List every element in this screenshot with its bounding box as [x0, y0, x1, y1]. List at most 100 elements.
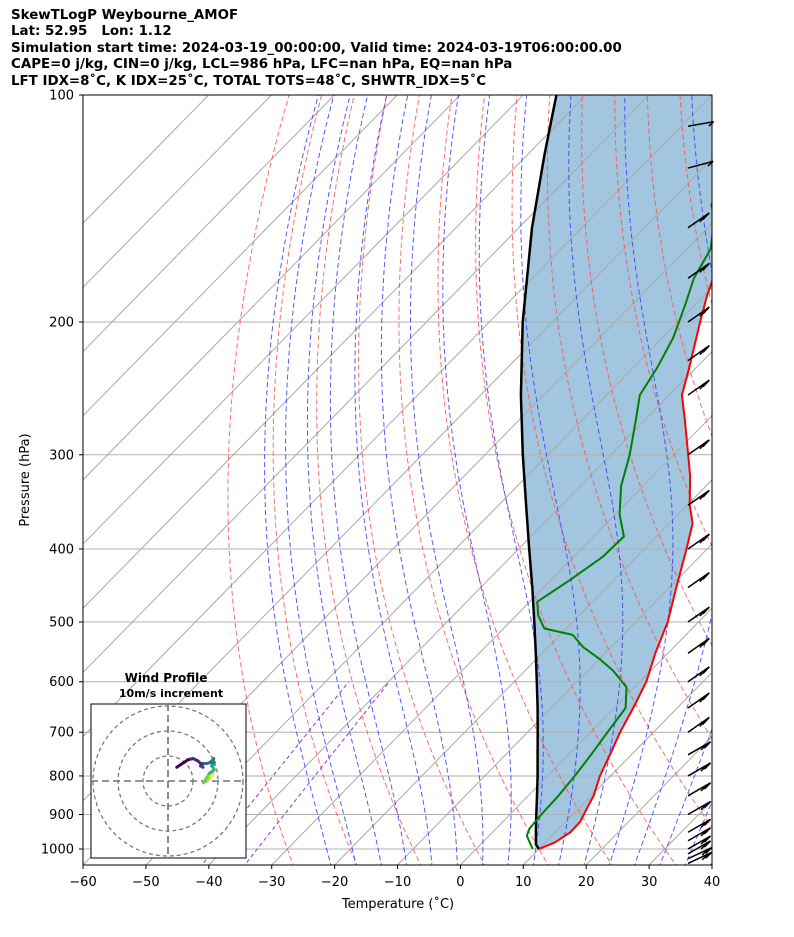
isotherm-line — [460, 607, 712, 865]
moist-adiabat-line — [659, 727, 712, 865]
wind-barb-flag — [700, 829, 708, 837]
wind-barb-flag — [702, 212, 710, 221]
moist-adiabat-line — [285, 95, 357, 865]
wind-barb-flag — [702, 379, 710, 388]
x-tick-label: −40 — [195, 875, 222, 890]
y-tick-label: 200 — [49, 315, 74, 330]
dry-adiabat-line — [398, 95, 549, 865]
x-tick-label: 0 — [456, 875, 464, 890]
y-tick-label: 900 — [49, 808, 74, 823]
wind-barb-flag — [700, 743, 708, 751]
wind-barb — [687, 847, 713, 860]
isotherm-line — [83, 95, 461, 481]
moist-adiabat-line — [684, 800, 712, 865]
isotherm-line — [83, 95, 650, 674]
moist-adiabat-line — [478, 95, 544, 865]
y-tick-label: 100 — [49, 89, 74, 104]
isotherm-line — [83, 95, 712, 738]
wind-barb — [687, 741, 712, 756]
wind-barb-flag — [708, 121, 715, 127]
wind-barb-flag — [703, 800, 712, 809]
dry-adiabat-line — [358, 95, 486, 865]
dry-adiabat-line — [546, 95, 712, 740]
dewpoint-profile-line — [525, 201, 712, 850]
wind-barb — [687, 306, 710, 323]
x-tick-label: 30 — [641, 875, 658, 890]
wind-barb-flag — [703, 782, 712, 790]
isotherm-line — [711, 864, 712, 865]
wind-barb-flag — [699, 441, 707, 450]
wind-barb-flag — [702, 572, 710, 580]
x-tick-label: −10 — [384, 875, 411, 890]
wind-barb — [687, 606, 710, 623]
wind-barb-flag — [705, 847, 713, 854]
wind-barb-flag — [699, 574, 707, 583]
wind-barb-flag — [699, 308, 707, 317]
wind-barbs — [687, 120, 715, 865]
wind-barb — [687, 782, 712, 797]
wind-barb — [687, 851, 713, 865]
wind-barb-flag — [699, 492, 707, 500]
x-tick-label: −30 — [258, 875, 285, 890]
x-tick-label: −20 — [321, 875, 348, 890]
location-line: Lat: 52.95 Lon: 1.12 — [11, 24, 172, 40]
moist-adiabat-line — [380, 95, 458, 865]
y-tick-label: 300 — [49, 448, 74, 463]
moist-adiabat-line — [306, 95, 382, 865]
wind-barb — [687, 262, 710, 279]
wind-barb-flag — [702, 716, 710, 725]
wind-barb-flag — [702, 692, 710, 701]
wind-barb-flag — [702, 533, 710, 542]
wind-barb — [687, 800, 712, 816]
wind-barb — [687, 439, 710, 456]
isotherm-line — [208, 350, 712, 865]
dry-adiabat-line — [511, 95, 712, 829]
dry-adiabat-line — [614, 95, 712, 548]
wind-barb-flag — [703, 840, 712, 848]
chart-title: SkewTLogP Weybourne_AMOF — [11, 8, 239, 23]
wind-barb — [687, 212, 710, 229]
wind-barb-flag — [702, 606, 710, 615]
wind-barb-flag — [702, 637, 710, 646]
wind-barb-flag — [702, 262, 710, 271]
wind-barb-flag — [703, 835, 712, 843]
chart-header: SkewTLogP Weybourne_AMOF Lat: 52.95 Lon:… — [11, 8, 622, 90]
dry-adiabat-line — [316, 95, 422, 865]
wind-barb-flag — [702, 306, 710, 315]
indices-line-2: LFT IDX=8˚C, K IDX=25˚C, TOTAL TOTS=48˚C… — [11, 73, 487, 89]
wind-barb — [687, 533, 710, 550]
indices-line-1: CAPE=0 j/kg, CIN=0 j/kg, LCL=986 hPa, LF… — [11, 57, 513, 73]
wind-barb-flag — [699, 608, 707, 617]
dry-adiabat-line — [437, 95, 613, 865]
wind-barb-flag — [699, 719, 707, 727]
isotherm-line — [522, 671, 712, 865]
wind-barb-flag — [699, 381, 707, 390]
wind-barb-flag — [702, 439, 710, 448]
hodograph-title: Wind Profile — [125, 671, 208, 685]
wind-barb-flag — [705, 851, 713, 859]
moist-adiabat-line — [442, 95, 512, 865]
wind-barb — [687, 120, 715, 127]
hodograph-content — [91, 704, 246, 858]
wind-barb — [687, 840, 712, 855]
isotherm-line — [83, 95, 587, 609]
wind-barb-flag — [699, 347, 707, 356]
x-tick-label: 40 — [704, 875, 721, 890]
wind-barb-flag — [701, 848, 709, 856]
moist-adiabat-line — [520, 95, 581, 865]
wind-barb — [687, 762, 712, 777]
x-tick-label: 10 — [515, 875, 532, 890]
wind-barb-flag — [702, 666, 710, 675]
isotherm-line — [271, 414, 712, 865]
wind-barb — [687, 379, 710, 396]
x-tick-label: −60 — [69, 875, 96, 890]
moist-adiabat-line — [709, 860, 712, 865]
mixing-ratio-line — [244, 681, 390, 865]
wind-barb-flag — [703, 741, 712, 749]
wind-barb — [687, 666, 710, 683]
wind-barb-flag — [702, 345, 710, 353]
wind-barb-staff — [687, 120, 714, 127]
y-tick-label: 1000 — [41, 843, 74, 858]
wind-barb — [687, 716, 710, 733]
